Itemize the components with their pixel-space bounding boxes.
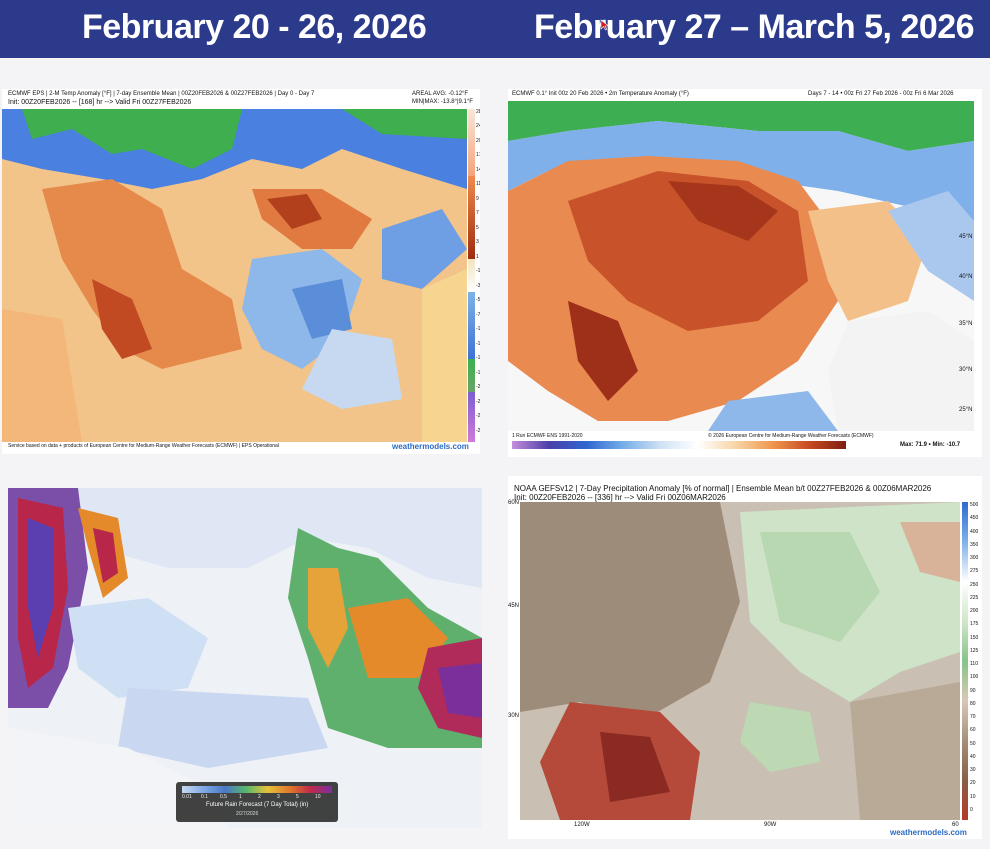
scale-tick-label: 300	[970, 555, 979, 561]
precip-color-scale	[962, 502, 968, 820]
longitude-label: 90W	[764, 822, 777, 828]
map-init-line: Init: 00Z20FEB2026 -- [168] hr --> Valid…	[8, 99, 192, 106]
scale-tick-label: -1	[476, 268, 480, 275]
rain-legend-title: Future Rain Forecast (7 Day Total) (in)	[206, 802, 309, 808]
climatology-note: 1 Run ECMWF ENS 1991-2020	[512, 433, 583, 439]
scale-tick-label: 9	[476, 195, 479, 202]
scale-tick-label: 17	[476, 152, 480, 159]
future-rain-forecast-map: 0.01 0.1 0.5 1 2 3 5 10 Future Rain Fore…	[8, 488, 482, 828]
map-title: NOAA GEFSv12 | 7-Day Precipitation Anoma…	[514, 484, 932, 493]
longitude-label: 60	[952, 822, 959, 828]
scale-tick-label: 200	[970, 608, 979, 614]
rain-tick: 0.5	[220, 794, 227, 800]
scale-tick-label: 10	[970, 793, 976, 800]
header-banner: February 20 - 26, 2026 February 27 – Mar…	[0, 0, 990, 58]
scale-tick-label: 400	[970, 528, 979, 535]
scale-tick-label: 110	[970, 661, 978, 667]
scale-tick-label: 500	[970, 502, 979, 508]
rain-tick: 3	[277, 794, 280, 800]
weathermodels-credit: weathermodels.com	[890, 828, 967, 837]
scale-tick-label: 30	[970, 767, 976, 773]
mouse-pointer-icon	[600, 19, 610, 31]
scale-tick-label: 100	[970, 674, 979, 681]
areal-average: AREAL AVG: -0.12°F	[412, 91, 469, 97]
precipitation-field	[8, 488, 482, 828]
scale-tick-label: 20	[970, 780, 976, 787]
temp-anomaly-field	[508, 101, 974, 431]
scale-tick-label: -3	[476, 282, 480, 289]
longitude-label: 120W	[574, 822, 590, 828]
scale-tick-label: -12	[476, 340, 480, 347]
scale-tick-label: 28	[476, 109, 480, 115]
scale-tick-label: -7	[476, 311, 480, 318]
scale-tick-label: -17	[476, 369, 480, 376]
data-attribution: Service based on data + products of Euro…	[8, 443, 279, 449]
left-week-title: February 20 - 26, 2026	[82, 8, 427, 46]
scale-tick-label: -20	[476, 384, 480, 391]
scale-tick-label: 225	[970, 594, 979, 601]
scale-tick-label: 250	[970, 581, 979, 588]
rain-tick: 10	[315, 794, 321, 800]
scale-tick-label: -24	[476, 413, 480, 420]
ecmwf-temp-anomaly-map-week2: ECMWF 0.1° Init 00z 20 Feb 2026 • 2m Tem…	[508, 89, 982, 457]
temperature-color-scale	[468, 109, 475, 442]
latitude-label: 30N	[508, 713, 520, 719]
scale-tick-label: 7	[476, 210, 479, 217]
scale-tick-label: -14	[476, 355, 480, 362]
scale-tick-label: -28	[476, 427, 480, 434]
scale-tick-label: 70	[970, 714, 976, 720]
latitude-label: 25°N	[959, 407, 973, 413]
scale-tick-label: 11	[476, 181, 480, 188]
rain-tick: 2	[258, 794, 261, 800]
precip-anomaly-field	[520, 502, 960, 820]
latitude-label: 40°N	[959, 274, 973, 280]
scale-tick-label: 150	[970, 634, 979, 641]
scale-tick-label: 90	[970, 687, 976, 694]
latitude-label: 45N	[508, 603, 520, 609]
weathermodels-credit: weathermodels.com	[392, 442, 469, 451]
scale-tick-label: 0	[970, 806, 973, 813]
scale-tick-label: 14	[476, 166, 480, 173]
scale-tick-label: 350	[970, 541, 979, 548]
latitude-label: 35°N	[959, 321, 973, 327]
copyright-note: © 2026 European Centre for Medium-Range …	[708, 433, 874, 439]
rain-tick: 0.1	[201, 794, 208, 800]
latitude-label: 45°N	[959, 234, 973, 240]
rain-color-bar	[182, 786, 332, 793]
scale-tick-label: 125	[970, 647, 979, 654]
ecmwf-eps-temp-anomaly-map: ECMWF EPS | 2-M Temp Anomaly [°F] | 7-da…	[2, 89, 480, 454]
map-valid-range: Days 7 - 14 • 00z Fri 27 Feb 2026 - 00z …	[808, 91, 954, 97]
scale-tick-label: 450	[970, 515, 979, 522]
scale-tick-label: -10	[476, 326, 480, 333]
latitude-label: 30°N	[959, 367, 973, 373]
scale-tick-label: 24	[476, 123, 480, 130]
temp-anomaly-field	[2, 109, 467, 442]
scale-tick-label: 275	[970, 568, 979, 575]
scale-tick-label: 80	[970, 700, 976, 707]
scale-tick-label: -22	[476, 398, 480, 405]
scale-tick-label: 40	[970, 753, 976, 760]
map-init-line: Init: 00Z20FEB2026 -- [336] hr --> Valid…	[514, 493, 726, 502]
scale-tick-label: 1	[476, 253, 479, 260]
scale-tick-label: 5	[476, 224, 479, 231]
rain-legend-date: 2/27/2026	[236, 811, 259, 817]
rain-legend: 0.01 0.1 0.5 1 2 3 5 10 Future Rain Fore…	[176, 782, 338, 822]
temperature-color-bar	[512, 441, 846, 449]
scale-tick-label: 60	[970, 727, 976, 734]
latitude-label: 60N	[508, 500, 520, 506]
scale-tick-label: 3	[476, 239, 479, 246]
scale-tick-label: -5	[476, 297, 480, 304]
max-min-stats: Max: 71.9 • Min: -10.7	[900, 442, 961, 448]
scale-tick-label: 175	[970, 621, 979, 628]
scale-tick-label: 50	[970, 740, 976, 747]
map-title: ECMWF 0.1° Init 00z 20 Feb 2026 • 2m Tem…	[512, 91, 689, 97]
rain-tick: 0.01	[182, 794, 192, 800]
scale-tick-label: 20	[476, 137, 480, 144]
map-title: ECMWF EPS | 2-M Temp Anomaly [°F] | 7-da…	[8, 91, 315, 97]
rain-tick: 5	[296, 794, 299, 800]
gefs-precip-anomaly-map: NOAA GEFSv12 | 7-Day Precipitation Anoma…	[508, 476, 982, 839]
rain-tick: 1	[239, 794, 242, 800]
right-week-title: February 27 – March 5, 2026	[534, 8, 975, 46]
min-max-stats: MIN|MAX: -13.8°|9.1°F	[412, 99, 473, 105]
